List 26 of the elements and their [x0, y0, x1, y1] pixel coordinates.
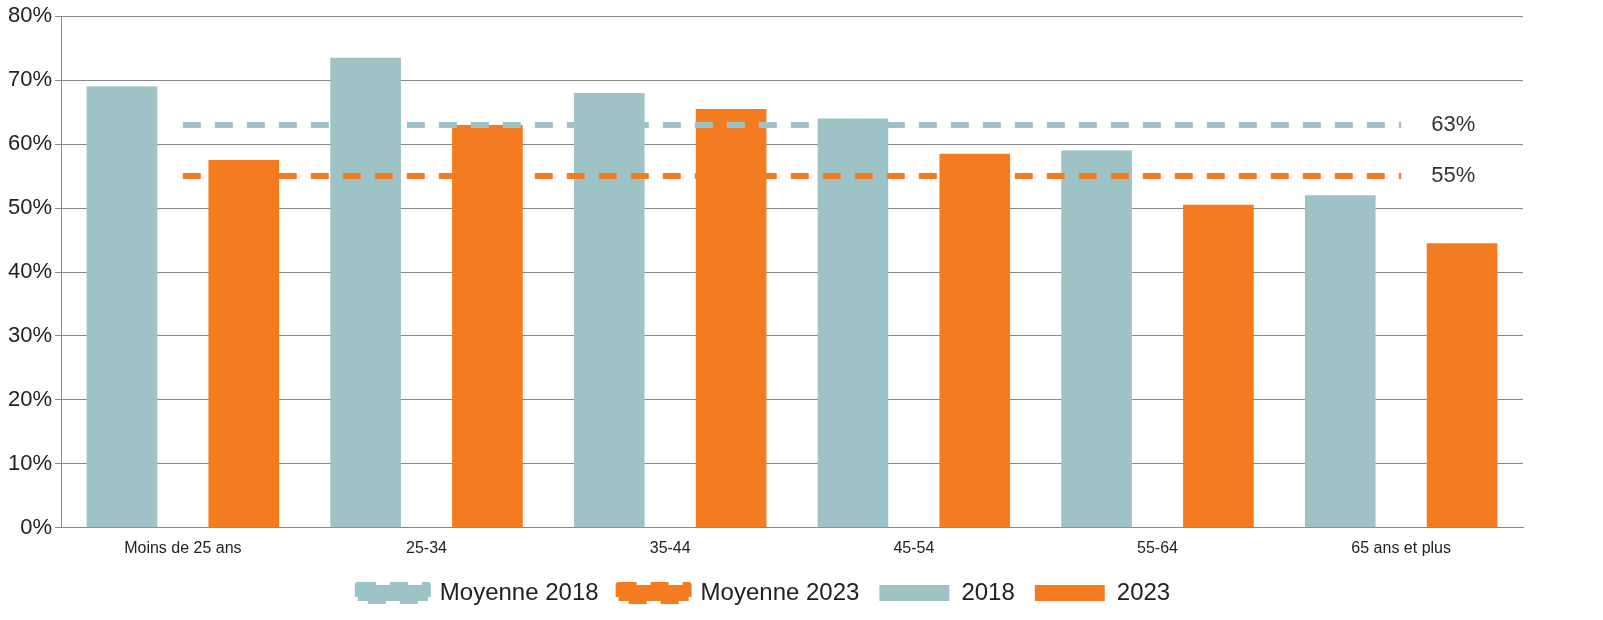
x-tick-label: 55-64 [1137, 538, 1179, 556]
y-tick-label: 30% [7, 322, 53, 348]
x-tick-label: Moins de 25 ans [124, 538, 242, 556]
y-tick-label: 10% [7, 449, 53, 475]
x-tick-label: 35-44 [649, 538, 691, 556]
y-tick-label: 70% [7, 66, 53, 92]
y-tick-label: 40% [7, 258, 53, 284]
bar [1304, 195, 1376, 528]
y-tick-label: 60% [7, 130, 53, 156]
y-tick-label: 0% [20, 513, 53, 539]
bar [86, 86, 158, 528]
bar [1061, 150, 1132, 528]
bar [1426, 243, 1498, 528]
x-tick-label: 65 ans et plus [1351, 538, 1451, 556]
x-tick-label: 45-54 [893, 538, 935, 556]
y-tick-label: 20% [7, 385, 53, 411]
data-label: 55% [1431, 162, 1476, 188]
legend-label: 2018 [961, 577, 1015, 605]
legend-label: Moyenne 2023 [700, 577, 860, 605]
legend-label: 2023 [1116, 577, 1171, 605]
bar [1183, 204, 1254, 528]
data-label: 63% [1431, 110, 1476, 136]
x-tick-label: 25-34 [406, 538, 448, 556]
legend-label: Moyenne 2018 [439, 577, 599, 605]
y-tick-label: 80% [7, 2, 53, 28]
y-tick-label: 50% [7, 194, 53, 220]
